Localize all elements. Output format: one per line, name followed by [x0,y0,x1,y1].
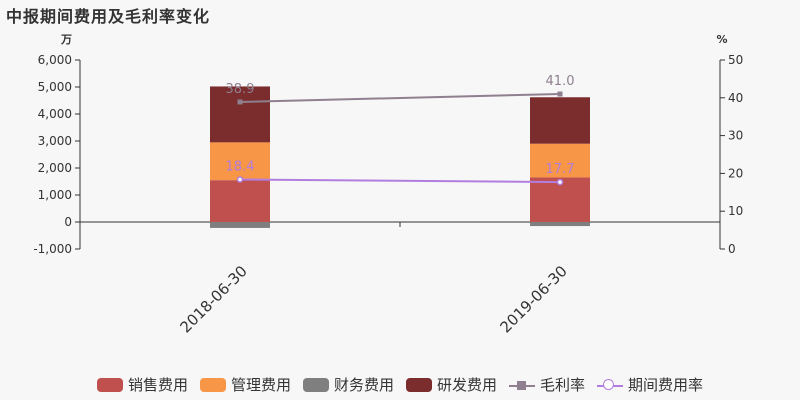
legend-label-sales: 销售费用 [127,376,188,394]
y-right-tick-label: 30 [728,129,743,143]
legend-item-gross-margin[interactable]: 毛利率 [509,374,585,395]
legend-swatch-admin [199,377,226,392]
line-毛利率 [239,93,561,103]
legend-swatch-rnd [406,377,432,392]
bar-管理费用-2019-06-30 [530,143,590,178]
bar-财务费用-2019-06-30 [530,222,590,227]
bar-研发费用-2019-06-30 [530,97,590,144]
legend-swatch-finance [302,377,329,392]
data-label-毛利率: 38.9 [226,82,255,97]
legend: 销售费用 管理费用 财务费用 研发费用 毛利率 期间费用率 [0,374,800,395]
chart-title: 中报期间费用及毛利率变化 [6,7,211,26]
y-right-tick-label: 20 [728,166,743,180]
legend-item-rnd[interactable]: 研发费用 [406,374,497,395]
y-left-tick-label: 6,000 [38,53,72,67]
y-left-tick-label: 5,000 [38,80,72,94]
y-left-tick-label: 0 [64,215,72,229]
legend-label-expense-ratio: 期间费用率 [628,376,704,394]
bar-财务费用-2018-06-30 [210,222,270,228]
y-left-tick-label: -1,000 [33,242,72,256]
legend-label-finance: 财务费用 [333,376,394,394]
line-期间费用率 [239,178,561,184]
legend-symbol-gross-margin [509,378,536,392]
x-category-label: 2018-06-30 [176,262,250,336]
y-right-tick-label: 10 [728,204,743,218]
y-left-tick-label: 4,000 [38,107,72,121]
y-left-tick-label: 3,000 [38,134,72,148]
chart-canvas: -1,000 0 1,000 2,000 3,000 4,000 5,000 6,000 0 10… [33,33,743,336]
legend-label-rnd: 研发费用 [437,376,498,394]
y-right-tick-label: 0 [728,242,736,256]
data-label-毛利率: 41.0 [546,74,575,89]
y-right-unit: % [716,33,727,46]
legend-item-expense-ratio[interactable]: 期间费用率 [597,374,703,395]
legend-item-sales[interactable]: 销售费用 [96,374,188,395]
data-label-期间费用率: 17.7 [546,162,575,177]
point-毛利率 [237,99,243,105]
data-label-期间费用率: 18.4 [226,159,255,174]
legend-label-gross-margin: 毛利率 [540,376,586,394]
legend-swatch-sales [96,377,123,392]
legend-item-admin[interactable]: 管理费用 [199,374,291,395]
legend-item-finance[interactable]: 财务费用 [302,374,394,395]
point-期间费用率 [236,176,244,183]
bar-管理费用-2018-06-30 [210,142,270,181]
legend-symbol-expense-ratio [597,378,624,392]
y-left-tick-label: 1,000 [38,188,72,202]
bar-研发费用-2018-06-30 [210,86,270,143]
x-category-label: 2019-06-30 [496,262,570,336]
y-left-unit: 万 [60,33,72,46]
point-期间费用率 [556,178,564,186]
legend-label-admin: 管理费用 [230,376,291,394]
y-right-tick-label: 50 [728,53,743,67]
point-毛利率 [557,91,563,97]
y-right-tick-label: 40 [728,91,743,105]
y-left-tick-label: 2,000 [38,161,72,175]
bar-销售费用-2018-06-30 [210,180,270,222]
